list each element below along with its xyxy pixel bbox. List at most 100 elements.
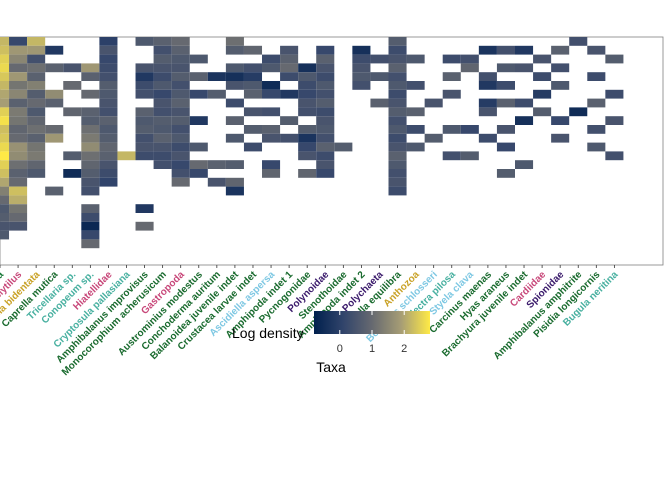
heatmap-cell <box>189 54 208 64</box>
heatmap-cell <box>424 98 443 108</box>
heatmap-cell <box>460 151 479 161</box>
heatmap-cell <box>0 195 10 205</box>
heatmap-cell <box>551 63 570 73</box>
heatmap-cell <box>99 107 118 117</box>
heatmap-cell <box>262 89 281 99</box>
heatmap-cell <box>478 98 497 108</box>
heatmap-cell <box>153 63 172 73</box>
heatmap-cell <box>9 133 28 143</box>
heatmap-cell <box>280 116 299 125</box>
heatmap-cell <box>9 186 28 196</box>
heatmap-cell <box>406 107 425 117</box>
heatmap-cell <box>388 186 407 196</box>
heatmap-cell <box>27 151 46 161</box>
heatmap-cell <box>27 72 46 81</box>
legend-tick-label: 1 <box>369 343 375 355</box>
heatmap-cell <box>9 204 28 213</box>
heatmap-cell <box>99 89 118 99</box>
heatmap-cell <box>225 160 244 169</box>
heatmap-cell <box>352 45 371 55</box>
heatmap-cell <box>81 177 100 187</box>
heatmap-cell <box>605 89 624 99</box>
heatmap-cell <box>262 107 281 117</box>
heatmap-cell <box>81 230 100 240</box>
heatmap-cell <box>496 142 515 152</box>
heatmap-cell <box>45 98 64 108</box>
heatmap-cell <box>298 63 317 73</box>
heatmap-cell <box>388 89 407 99</box>
heatmap-cell <box>370 98 389 108</box>
heatmap-cell <box>0 63 10 73</box>
heatmap-cell <box>81 72 100 81</box>
heatmap-cell <box>316 107 335 117</box>
legend-title: Log density <box>232 325 304 341</box>
heatmap-cell <box>99 81 118 90</box>
heatmap-cell <box>207 72 226 81</box>
heatmap-cell <box>388 133 407 143</box>
heatmap-cell <box>99 116 118 125</box>
heatmap-cell <box>0 125 10 134</box>
heatmap-cell <box>0 160 10 169</box>
heatmap-cell <box>316 142 335 152</box>
heatmap-cell <box>189 169 208 178</box>
heatmap-cell <box>298 133 317 143</box>
heatmap-cell <box>189 142 208 152</box>
heatmap-cell <box>388 54 407 64</box>
heatmap-cell <box>153 37 172 46</box>
heatmap-cell <box>153 160 172 169</box>
heatmap-cell <box>135 72 154 81</box>
legend-colorbar <box>314 311 430 334</box>
heatmap-cell <box>9 160 28 169</box>
heatmap-cell <box>117 151 136 161</box>
heatmap-cell <box>298 72 317 81</box>
heatmap-cell <box>0 98 10 108</box>
heatmap-cell <box>9 142 28 152</box>
heatmap-cell <box>388 98 407 108</box>
heatmap-cell <box>262 54 281 64</box>
legend: Log density 0 1 2 <box>232 311 430 355</box>
heatmap-cell <box>27 125 46 134</box>
heatmap-cell <box>262 169 281 178</box>
heatmap-cell <box>99 54 118 64</box>
heatmap-cell <box>460 54 479 64</box>
heatmap-cell <box>280 89 299 99</box>
heatmap-cell <box>406 81 425 90</box>
heatmap-cell <box>81 133 100 143</box>
heatmap-cell <box>496 169 515 178</box>
heatmap-cell <box>225 98 244 108</box>
heatmap-cell <box>478 45 497 55</box>
heatmap-cell <box>0 186 10 196</box>
heatmap-cell <box>316 160 335 169</box>
heatmap-cell <box>388 116 407 125</box>
heatmap-cell <box>280 63 299 73</box>
heatmap-cell <box>442 72 461 81</box>
heatmap-cell <box>298 151 317 161</box>
heatmap-cell <box>99 142 118 152</box>
heatmap-cell <box>0 54 10 64</box>
heatmap-cell <box>316 125 335 134</box>
heatmap-cell <box>63 107 82 117</box>
heatmap-cell <box>225 186 244 196</box>
heatmap-cell <box>442 54 461 64</box>
heatmap-cell <box>605 54 624 64</box>
heatmap-cell <box>45 89 64 99</box>
heatmap-cell <box>352 63 371 73</box>
heatmap-cell <box>243 72 263 81</box>
heatmap-cell <box>171 133 190 143</box>
heatmap-cell <box>424 133 443 143</box>
heatmap-cell <box>478 72 497 81</box>
heatmap-cell <box>81 221 100 231</box>
heatmap-cell <box>153 72 172 81</box>
heatmap-cell <box>262 81 281 90</box>
heatmap-cell <box>81 239 100 249</box>
heatmap-cell <box>298 98 317 108</box>
heatmap-cell <box>388 63 407 73</box>
heatmap-cell <box>587 142 606 152</box>
heatmap-cell <box>9 177 28 187</box>
heatmap-cell <box>171 98 190 108</box>
heatmap-cell <box>135 125 154 134</box>
heatmap-cell <box>171 72 190 81</box>
heatmap-cell <box>153 151 172 161</box>
heatmap-cell <box>81 63 100 73</box>
